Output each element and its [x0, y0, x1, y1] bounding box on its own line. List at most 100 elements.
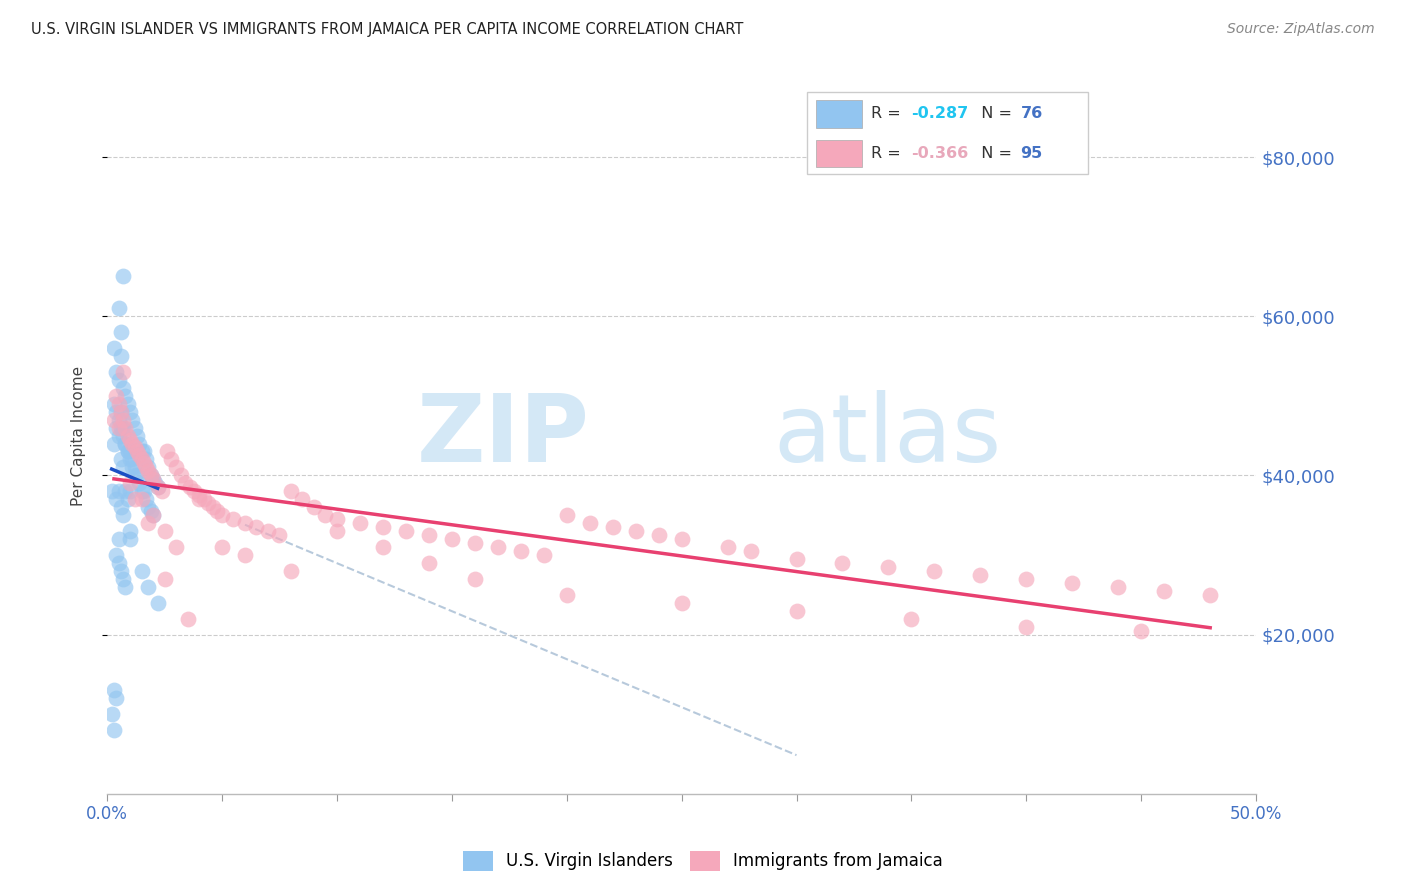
Point [117, 397, 139, 411]
Point [153, 572, 176, 586]
Point [105, 492, 128, 507]
Point [740, 544, 762, 558]
Point [118, 484, 141, 499]
Text: N =: N = [972, 106, 1018, 121]
Point [107, 484, 129, 499]
Point [153, 524, 176, 538]
Point [647, 528, 669, 542]
FancyBboxPatch shape [807, 92, 1088, 174]
Point [188, 488, 211, 502]
Point [602, 520, 624, 534]
Point [371, 540, 394, 554]
Point [1015, 572, 1038, 586]
Point [128, 449, 150, 463]
Point [786, 604, 808, 618]
Point [142, 472, 165, 486]
Point [118, 433, 141, 447]
Text: atlas: atlas [773, 390, 1002, 482]
Point [124, 441, 146, 455]
Point [418, 556, 440, 570]
Point [112, 420, 135, 434]
Point [132, 444, 155, 458]
Point [112, 572, 135, 586]
Point [1062, 575, 1084, 590]
Point [112, 412, 135, 426]
Legend: U.S. Virgin Islanders, Immigrants from Jamaica: U.S. Virgin Islanders, Immigrants from J… [454, 842, 952, 880]
Point [188, 492, 211, 507]
Point [103, 341, 125, 355]
Point [107, 556, 129, 570]
Point [114, 436, 136, 450]
Point [578, 516, 600, 530]
Point [110, 452, 132, 467]
Point [440, 532, 463, 546]
Point [877, 560, 900, 574]
Point [211, 508, 233, 523]
Point [395, 524, 418, 538]
Point [1153, 583, 1175, 598]
Point [110, 325, 132, 339]
Point [671, 532, 693, 546]
Point [121, 412, 143, 426]
Point [112, 365, 135, 379]
Point [142, 508, 165, 523]
Point [121, 460, 143, 475]
Point [125, 468, 148, 483]
Point [103, 723, 125, 737]
Text: U.S. VIRGIN ISLANDER VS IMMIGRANTS FROM JAMAICA PER CAPITA INCOME CORRELATION CH: U.S. VIRGIN ISLANDER VS IMMIGRANTS FROM … [31, 22, 744, 37]
Point [124, 492, 146, 507]
Point [107, 532, 129, 546]
Point [131, 484, 153, 499]
Point [222, 512, 245, 526]
Point [135, 452, 157, 467]
Point [176, 611, 198, 625]
Point [124, 460, 146, 475]
Point [233, 548, 256, 562]
Point [716, 540, 738, 554]
Point [132, 457, 155, 471]
Point [671, 596, 693, 610]
Text: Source: ZipAtlas.com: Source: ZipAtlas.com [1227, 22, 1375, 37]
Point [146, 596, 169, 610]
Point [146, 480, 169, 494]
Point [125, 444, 148, 458]
Point [142, 508, 165, 523]
Point [105, 691, 128, 706]
Point [1107, 580, 1129, 594]
Point [103, 412, 125, 426]
Point [555, 588, 578, 602]
Point [105, 389, 128, 403]
Point [280, 564, 302, 578]
Point [114, 436, 136, 450]
Point [207, 504, 229, 518]
Text: -0.287: -0.287 [911, 106, 969, 121]
Point [117, 444, 139, 458]
Point [112, 508, 135, 523]
Point [201, 500, 224, 515]
Point [114, 420, 136, 434]
Point [371, 520, 394, 534]
Point [118, 452, 141, 467]
Text: R =: R = [872, 146, 905, 161]
Point [291, 492, 314, 507]
Point [112, 381, 135, 395]
Point [786, 552, 808, 566]
Point [1199, 588, 1222, 602]
Text: R =: R = [872, 106, 905, 121]
Point [138, 460, 160, 475]
Point [138, 580, 160, 594]
Point [314, 508, 336, 523]
Point [107, 397, 129, 411]
Point [112, 460, 135, 475]
Point [139, 468, 162, 483]
Bar [815, 140, 862, 167]
Point [105, 548, 128, 562]
Point [118, 532, 141, 546]
Point [100, 484, 122, 499]
Point [128, 436, 150, 450]
Point [160, 452, 183, 467]
Text: 76: 76 [1021, 106, 1043, 121]
Point [118, 405, 141, 419]
Point [110, 564, 132, 578]
Point [211, 540, 233, 554]
